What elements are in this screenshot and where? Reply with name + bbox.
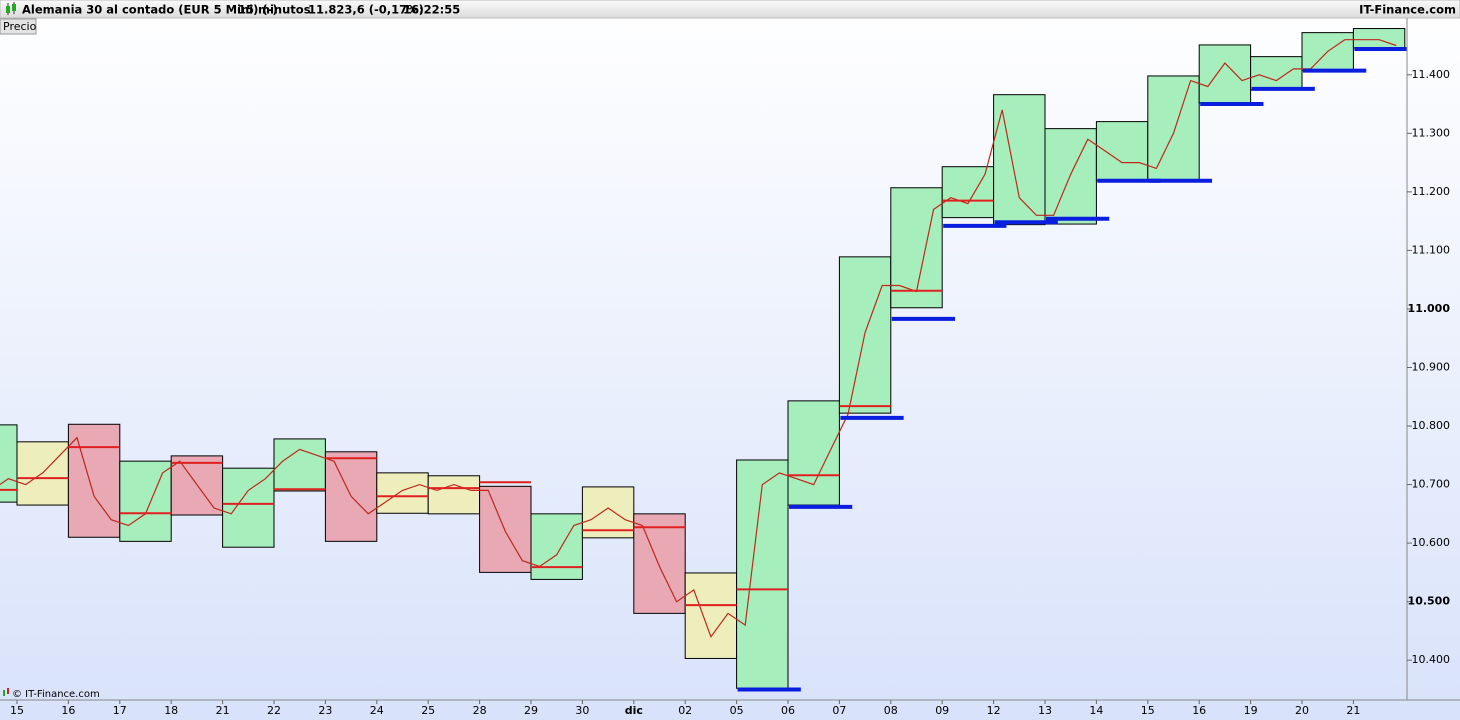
y-tick-label: 10.600 xyxy=(1412,536,1451,549)
range-box xyxy=(633,513,686,614)
range-box xyxy=(427,475,481,515)
time: 16:22:55 xyxy=(403,3,460,17)
x-tick-label: 24 xyxy=(370,704,384,717)
y-tick-label: 11.000 xyxy=(1408,302,1451,315)
price-line xyxy=(0,39,1397,639)
x-tick-label: 15 xyxy=(1141,704,1155,717)
range-box xyxy=(890,187,943,309)
x-tick-label: 16 xyxy=(1192,704,1206,717)
range-box xyxy=(787,400,840,506)
x-tick-label: 05 xyxy=(730,704,744,717)
range-box xyxy=(736,459,789,689)
range-box xyxy=(222,467,275,548)
range-box xyxy=(1352,28,1406,49)
credit-icon xyxy=(3,688,9,696)
range-box xyxy=(530,513,583,580)
range-box xyxy=(1250,56,1303,91)
y-tick-label: 10.900 xyxy=(1412,360,1451,373)
x-tick-label: 29 xyxy=(524,704,538,717)
y-tick-label: 10.800 xyxy=(1412,419,1451,432)
plot xyxy=(0,28,1407,692)
quote: 11.823,6 (-0,17%) xyxy=(308,3,424,17)
x-tick-label: 13 xyxy=(1038,704,1052,717)
y-tick-label: 11.400 xyxy=(1412,68,1451,81)
range-box xyxy=(993,94,1046,226)
x-tick-label: 07 xyxy=(832,704,846,717)
range-box xyxy=(1095,121,1149,182)
x-tick-label: 22 xyxy=(267,704,281,717)
x-tick-label: 02 xyxy=(678,704,692,717)
y-tick-label: 11.100 xyxy=(1412,243,1451,256)
y-tick-label: 10.500 xyxy=(1408,595,1451,608)
range-box xyxy=(1198,44,1252,104)
x-tick-label: 25 xyxy=(421,704,435,717)
range-box xyxy=(941,166,995,219)
x-tick-label: 20 xyxy=(1295,704,1309,717)
y-tick-label: 11.200 xyxy=(1412,185,1451,198)
x-tick-label: 19 xyxy=(1244,704,1258,717)
credit: © IT-Finance.com xyxy=(12,689,100,700)
range-box xyxy=(67,423,121,538)
range-box xyxy=(1147,75,1200,182)
y-tick-label: 10.400 xyxy=(1412,653,1451,666)
header-bar xyxy=(0,0,1460,19)
y-label-box xyxy=(0,18,37,35)
x-tick-label: 14 xyxy=(1089,704,1103,717)
x-tick-label: 21 xyxy=(1346,704,1360,717)
x-tick-label: 23 xyxy=(318,704,332,717)
x-tick-label: 06 xyxy=(781,704,795,717)
range-box xyxy=(479,485,532,573)
x-tick-label: dic xyxy=(625,704,643,717)
x-tick-label: 21 xyxy=(216,704,230,717)
x-tick-label: 16 xyxy=(61,704,75,717)
y-tick-label: 11.300 xyxy=(1412,126,1451,139)
brand: IT-Finance.com xyxy=(1359,3,1456,17)
y-tick-label: 10.700 xyxy=(1412,478,1451,491)
x-tick-label: 15 xyxy=(10,704,24,717)
x-tick-label: 28 xyxy=(473,704,487,717)
icon xyxy=(6,2,16,15)
range-box xyxy=(684,572,738,659)
instrument: Alemania 30 al contado (EUR 5 Mini) (-) xyxy=(22,3,278,17)
x-tick-label: 08 xyxy=(884,704,898,717)
x-tick-label: 09 xyxy=(935,704,949,717)
x-tick-label: 12 xyxy=(987,704,1001,717)
y-label: Precio xyxy=(3,20,37,33)
x-tick-label: 17 xyxy=(113,704,127,717)
range-box xyxy=(119,460,172,542)
range-box xyxy=(1044,128,1097,225)
x-tick-label: 30 xyxy=(575,704,589,717)
interval: 15 minutos xyxy=(238,3,311,17)
range-box xyxy=(273,438,326,492)
x-tick-label: 18 xyxy=(164,704,178,717)
range-box xyxy=(376,472,429,514)
